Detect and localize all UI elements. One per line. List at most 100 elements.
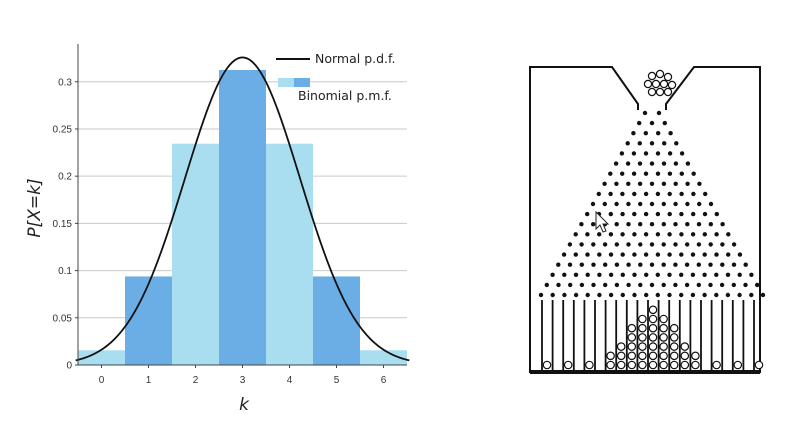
peg — [614, 262, 620, 267]
legend-label-binomial: Binomial p.m.f. — [298, 88, 392, 103]
peg — [596, 191, 601, 197]
ball — [669, 342, 679, 351]
peg — [608, 191, 613, 197]
legend-swatch-light — [278, 78, 294, 87]
peg — [708, 242, 713, 247]
peg — [631, 171, 637, 176]
peg — [679, 191, 684, 197]
peg — [649, 181, 655, 186]
peg — [632, 191, 637, 197]
peg — [708, 201, 714, 207]
peg — [691, 211, 696, 217]
peg — [696, 262, 701, 267]
peg — [649, 222, 655, 227]
peg — [691, 171, 696, 176]
normal-curve — [75, 56, 410, 362]
peg — [567, 262, 573, 267]
peg — [649, 242, 655, 247]
peg — [550, 292, 555, 298]
peg — [714, 292, 719, 298]
peg — [568, 282, 573, 288]
frame-right — [665, 66, 761, 373]
peg — [620, 232, 625, 237]
ball — [669, 323, 679, 333]
y-axis-label: P[X=k] — [25, 178, 45, 237]
peg — [667, 171, 673, 176]
ball — [754, 360, 764, 370]
peg — [679, 151, 685, 156]
ball — [563, 360, 573, 370]
x-tick-label: 6 — [381, 375, 387, 386]
peg — [690, 272, 696, 277]
y-tick-label: 0.1 — [58, 266, 72, 277]
peg — [626, 222, 631, 227]
peg — [696, 282, 701, 288]
peg — [561, 252, 567, 257]
peg — [614, 242, 619, 247]
peg — [626, 262, 631, 267]
peg — [620, 191, 625, 197]
peg — [579, 222, 584, 227]
ball — [648, 342, 658, 351]
peg — [725, 272, 731, 277]
peg — [556, 282, 561, 288]
galton-pegs — [538, 110, 766, 298]
peg — [649, 141, 655, 146]
peg — [649, 262, 655, 267]
peg — [608, 211, 613, 217]
peg — [573, 232, 578, 237]
peg — [655, 232, 661, 237]
peg — [644, 292, 649, 298]
peg — [585, 211, 590, 217]
peg — [562, 292, 567, 298]
ball — [651, 79, 661, 89]
ball — [638, 333, 647, 342]
peg — [632, 252, 637, 257]
peg — [702, 211, 708, 217]
peg — [661, 282, 666, 288]
x-tick-label: 5 — [334, 375, 340, 386]
y-tick-label: 0.05 — [53, 313, 73, 324]
peg — [649, 201, 655, 207]
peg — [667, 151, 673, 156]
peg — [655, 272, 660, 277]
peg — [685, 242, 690, 247]
peg — [614, 201, 619, 207]
bar — [313, 276, 360, 365]
peg — [714, 272, 719, 277]
peg — [679, 232, 684, 237]
peg — [585, 232, 590, 237]
peg — [585, 292, 590, 298]
peg — [637, 120, 642, 126]
peg — [702, 252, 707, 257]
ball — [542, 360, 552, 370]
bars — [78, 69, 407, 366]
peg — [620, 171, 625, 176]
ball — [691, 351, 700, 361]
peg — [614, 222, 619, 227]
ball — [733, 360, 743, 370]
peg — [696, 242, 702, 247]
peg — [573, 292, 579, 298]
peg — [726, 232, 731, 237]
peg — [642, 110, 648, 116]
peg — [674, 141, 679, 146]
x-tick-label: 2 — [193, 375, 199, 386]
peg — [626, 282, 631, 288]
peg — [673, 242, 678, 247]
peg — [632, 272, 637, 277]
mouse-cursor-icon — [595, 210, 610, 233]
peg — [661, 222, 666, 227]
peg — [725, 292, 731, 298]
peg — [679, 252, 684, 257]
peg — [749, 292, 754, 298]
peg — [673, 262, 678, 267]
peg — [614, 181, 619, 186]
peg — [714, 252, 719, 257]
peg — [603, 282, 608, 288]
peg — [679, 272, 684, 277]
x-tick-label: 1 — [146, 375, 152, 386]
peg — [731, 242, 737, 247]
peg — [625, 141, 630, 146]
peg — [684, 262, 690, 267]
